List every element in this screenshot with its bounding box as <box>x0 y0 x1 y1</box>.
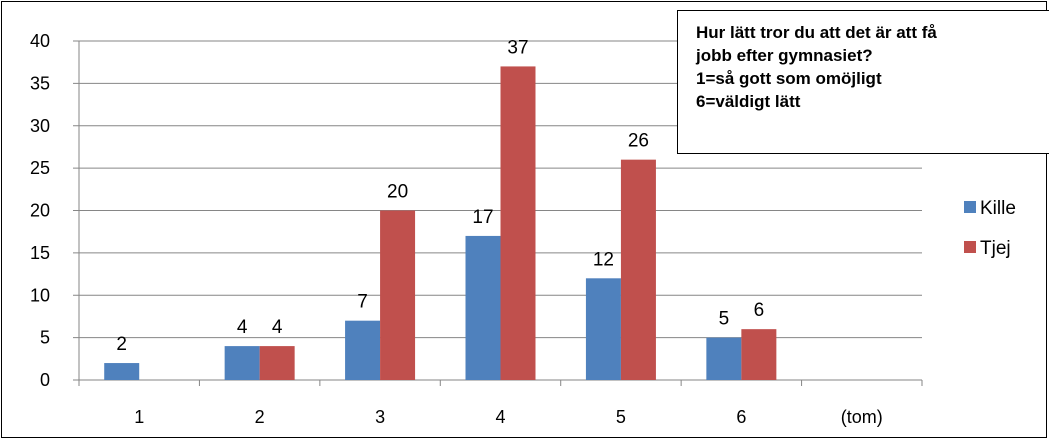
y-tick-label: 40 <box>30 31 50 51</box>
x-tick-label: 4 <box>495 407 505 427</box>
y-tick-label: 10 <box>30 285 50 305</box>
title-line-2: jobb efter gymnasiet? <box>696 46 873 65</box>
bar-kille <box>465 235 501 380</box>
title-line-4: 6=väldigt lätt <box>696 92 801 111</box>
legend-label-kille: Kille <box>980 198 1016 219</box>
data-label: 12 <box>593 249 614 270</box>
data-label: 7 <box>357 292 368 313</box>
bar-kille <box>224 346 260 380</box>
y-tick-label: 25 <box>30 158 50 178</box>
x-tick-label: 3 <box>375 407 385 427</box>
data-label: 6 <box>754 300 765 321</box>
bar-kille <box>706 337 742 380</box>
bar-tjej <box>620 159 656 380</box>
y-tick-label: 20 <box>30 201 50 221</box>
bar-tjej <box>741 329 777 380</box>
data-label: 20 <box>387 182 408 203</box>
y-tick-label: 15 <box>30 243 50 263</box>
bar-tjej <box>500 66 536 381</box>
y-tick-label: 0 <box>40 370 50 390</box>
data-label: 26 <box>628 131 649 152</box>
x-tick-label: 2 <box>255 407 265 427</box>
bar-tjej <box>259 346 295 380</box>
legend-swatch-tjej <box>964 241 976 253</box>
x-tick-label: 5 <box>616 407 626 427</box>
x-tick-label: 1 <box>134 407 144 427</box>
bar-kille <box>585 278 621 380</box>
bar-kille <box>104 363 140 380</box>
y-tick-label: 5 <box>40 328 50 348</box>
data-label: 37 <box>507 37 528 58</box>
chart-title-box: Hur lätt tror du att det är att få jobb … <box>677 10 1049 154</box>
title-line-3: 1=så gott som omöjligt <box>696 69 882 88</box>
data-label: 17 <box>472 207 493 228</box>
x-tick-label: (tom) <box>841 407 883 427</box>
y-tick-label: 30 <box>30 116 50 136</box>
bar-kille <box>345 320 381 380</box>
data-label: 2 <box>116 334 127 355</box>
bar-tjej <box>380 210 416 380</box>
title-line-1: Hur lätt tror du att det är att få <box>696 23 937 42</box>
data-label: 4 <box>237 317 248 338</box>
y-tick-label: 35 <box>30 73 50 93</box>
legend-label-tjej: Tjej <box>980 238 1011 259</box>
data-label: 4 <box>272 317 283 338</box>
data-label: 5 <box>719 309 730 330</box>
legend-swatch-kille <box>964 201 976 213</box>
x-tick-label: 6 <box>736 407 746 427</box>
